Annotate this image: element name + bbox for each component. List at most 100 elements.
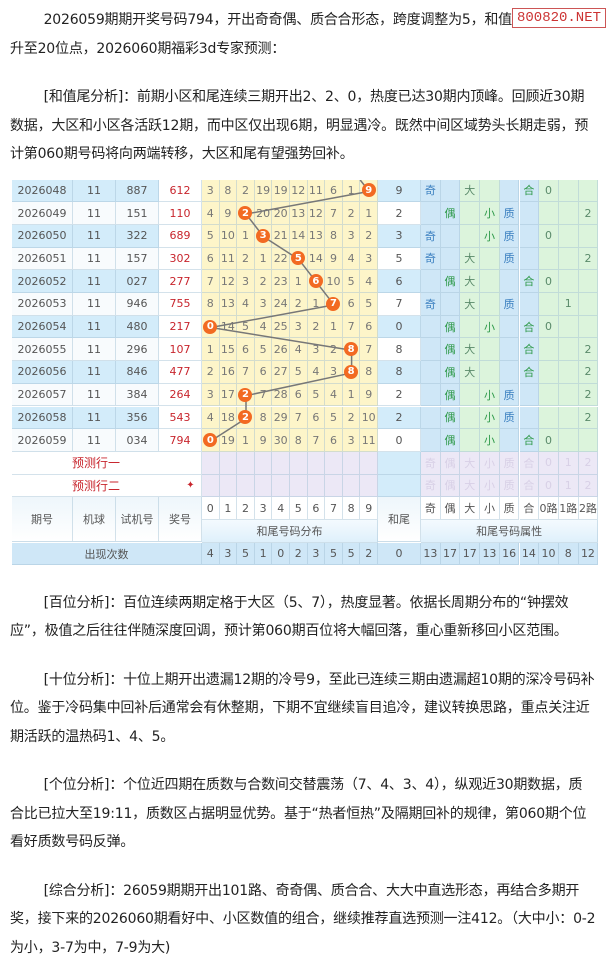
digit-cell: 1 — [290, 270, 308, 293]
sum-tail-cell: 8 — [378, 338, 421, 362]
attribute-cell: 质 — [499, 202, 520, 225]
digit-cell: 6 — [237, 338, 255, 362]
attribute-cell — [558, 247, 579, 271]
prediction-tail-cell — [378, 474, 421, 498]
digit-cell: 4 — [342, 247, 361, 271]
test-number-cell: 322 — [116, 224, 159, 248]
period-cell: 2026059 — [12, 429, 73, 452]
digit-cell: 6 — [290, 383, 308, 407]
prediction-attribute-cell: 2 — [578, 474, 599, 498]
digit-cell: 0 — [202, 429, 220, 452]
digit-cell: 13 — [219, 293, 238, 316]
attribute-cell — [480, 179, 500, 203]
ball-cell: 11 — [73, 315, 116, 339]
period-cell: 2026057 — [12, 383, 73, 407]
digit-cell: 6 — [254, 361, 273, 384]
sum-tail-cell: 7 — [378, 293, 421, 316]
digit-cell: 2 — [237, 202, 255, 225]
digit-cell: 2 — [254, 270, 273, 293]
digit-cell: 3 — [202, 383, 220, 407]
attribute-cell: 2 — [578, 406, 599, 430]
intro-text: 2026059期期开奖号码794，开出奇奇偶、质合合形态，跨度调整为5，和值升至… — [10, 12, 512, 57]
count-digit-cell: 3 — [307, 542, 326, 566]
count-attribute-cell: 16 — [499, 542, 520, 566]
digit-cell: 3 — [290, 315, 308, 339]
sum-tail-cell: 0 — [378, 429, 421, 452]
count-digit-cell: 3 — [219, 542, 238, 566]
attribute-cell: 大 — [460, 338, 481, 362]
digit-cell: 3 — [237, 270, 255, 293]
attribute-cell — [421, 338, 441, 362]
digit-cell: 4 — [290, 338, 308, 362]
prediction-attribute-cell: 1 — [558, 451, 579, 475]
attribute-cell — [519, 383, 540, 407]
digit-cell: 7 — [290, 406, 308, 430]
prediction-digit-cell — [307, 451, 326, 475]
digit-cell: 6 — [325, 179, 343, 203]
digit-cell: 9 — [254, 429, 273, 452]
header-attribute: 小 — [480, 497, 500, 520]
draw-number-cell: 217 — [159, 315, 202, 339]
attribute-cell: 小 — [480, 429, 500, 452]
attribute-cell — [460, 429, 481, 452]
digit-cell: 14 — [290, 224, 308, 248]
prediction-digit-cell — [254, 474, 273, 498]
header-attribute-group: 和尾号码属性 — [421, 520, 599, 543]
attribute-cell — [480, 293, 500, 316]
attribute-cell: 0 — [539, 179, 559, 203]
digit-cell: 4 — [325, 383, 343, 407]
digit-cell: 1 — [307, 293, 326, 316]
attribute-cell: 1 — [558, 293, 579, 316]
digit-cell: 1 — [237, 224, 255, 248]
attribute-cell: 合 — [519, 429, 540, 452]
digit-cell: 7 — [254, 383, 273, 407]
attribute-cell: 2 — [578, 361, 599, 384]
attribute-cell: 质 — [499, 383, 520, 407]
ball-cell: 11 — [73, 338, 116, 362]
attribute-cell — [421, 406, 441, 430]
attribute-cell — [460, 224, 481, 248]
prediction-attribute-cell: 小 — [480, 474, 500, 498]
attribute-cell — [558, 383, 579, 407]
digit-cell: 28 — [272, 383, 290, 407]
digit-cell: 2 — [237, 406, 255, 430]
digit-cell: 30 — [272, 429, 290, 452]
digit-cell: 29 — [272, 406, 290, 430]
prediction-attribute-cell: 质 — [499, 474, 520, 498]
digit-cell: 6 — [202, 247, 220, 271]
digit-cell: 10 — [325, 270, 343, 293]
digit-cell: 12 — [290, 179, 308, 203]
attribute-cell — [539, 361, 559, 384]
count-attribute-cell: 13 — [421, 542, 441, 566]
digit-cell: 20 — [272, 202, 290, 225]
prediction-digit-cell — [342, 451, 361, 475]
draw-number-cell: 543 — [159, 406, 202, 430]
test-number-cell: 027 — [116, 270, 159, 293]
attribute-cell — [519, 202, 540, 225]
digit-cell: 3 — [360, 247, 378, 271]
digit-cell: 4 — [202, 406, 220, 430]
attribute-cell — [460, 406, 481, 430]
prediction-attribute-cell: 小 — [480, 451, 500, 475]
attribute-cell: 合 — [519, 338, 540, 362]
prediction-row-label: 预测行二 — [12, 474, 180, 498]
header-attribute: 大 — [460, 497, 481, 520]
sum-tail-cell: 2 — [378, 383, 421, 407]
sum-tail-marker: 9 — [361, 183, 376, 198]
sum-tail-marker: 0 — [203, 433, 218, 448]
header-digit: 9 — [360, 497, 378, 520]
attribute-cell — [558, 179, 579, 203]
digit-cell: 1 — [202, 338, 220, 362]
count-attribute-cell: 10 — [539, 542, 559, 566]
prediction-digit-cell — [360, 474, 378, 498]
count-tail-cell: 0 — [378, 542, 421, 566]
prediction-attribute-cell: 0 — [539, 451, 559, 475]
digit-cell: 5 — [360, 293, 378, 316]
attribute-cell: 大 — [460, 293, 481, 316]
prediction-row-label: 预测行一 — [12, 451, 180, 475]
draw-number-cell: 264 — [159, 383, 202, 407]
header-digit: 5 — [290, 497, 308, 520]
digit-cell: 4 — [237, 293, 255, 316]
digit-cell: 2 — [237, 383, 255, 407]
attribute-cell: 质 — [499, 293, 520, 316]
